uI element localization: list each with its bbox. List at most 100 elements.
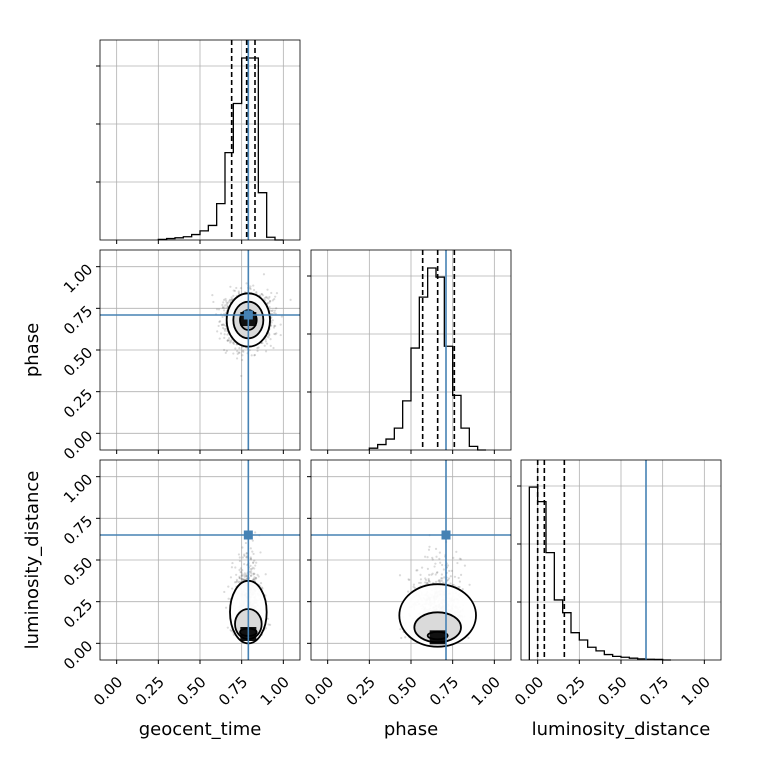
scatter-point <box>231 561 234 565</box>
scatter-point <box>398 574 402 577</box>
scatter-point <box>441 577 444 580</box>
scatter-point <box>238 581 241 584</box>
scatter-point <box>245 556 248 559</box>
scatter-point <box>231 298 234 301</box>
scatter-point <box>266 617 270 620</box>
x-tick-label: 0.00 <box>301 673 337 709</box>
scatter-point <box>249 285 252 288</box>
scatter-point <box>267 297 270 300</box>
panel-luminosity_distance-vs-luminosity_distance: 0.00 0.25 0.50 0.75 1.00 luminosity_distance <box>511 459 722 740</box>
x-tick-label: 0.75 <box>215 673 251 709</box>
scatter-point <box>230 630 233 633</box>
x-tick-label: 0.00 <box>511 673 547 709</box>
scatter-point <box>236 352 239 356</box>
scatter-point <box>408 578 411 582</box>
scatter-point <box>415 569 418 572</box>
scatter-point <box>248 570 252 574</box>
scatter-point <box>215 308 219 311</box>
scatter-point <box>230 298 234 301</box>
scatter-point <box>257 346 260 349</box>
scatter-point <box>259 582 263 585</box>
scatter-point <box>253 576 256 579</box>
scatter-point <box>242 350 245 353</box>
scatter-point <box>419 573 422 576</box>
y-tick-label: 0.00 <box>60 637 96 673</box>
scatter-point <box>235 573 238 576</box>
scatter-point <box>221 303 224 307</box>
scatter-point <box>273 332 276 336</box>
scatter-point <box>427 579 430 583</box>
scatter-point <box>467 636 470 639</box>
x-tick-label: 1.00 <box>678 673 714 709</box>
scatter-point <box>239 567 242 570</box>
scatter-point <box>264 573 267 576</box>
scatter-point <box>227 300 230 303</box>
scatter-point <box>446 578 449 581</box>
scatter-point <box>434 547 438 550</box>
scatter-point <box>433 565 436 568</box>
scatter-point <box>419 581 422 584</box>
scatter-point <box>254 577 257 581</box>
scatter-point <box>257 575 260 578</box>
scatter-point <box>230 296 233 299</box>
scatter-point <box>235 580 238 584</box>
scatter-point <box>273 324 276 328</box>
scatter-point <box>221 315 224 318</box>
scatter-point <box>226 626 229 629</box>
scatter-point <box>240 571 243 574</box>
scatter-point <box>245 552 248 555</box>
scatter-point <box>271 309 274 312</box>
scatter-point <box>238 576 241 579</box>
scatter-point <box>225 349 228 353</box>
scatter-point <box>252 552 255 556</box>
scatter-point <box>243 575 246 578</box>
scatter-point <box>249 556 252 559</box>
scatter-point <box>237 553 241 556</box>
scatter-point <box>269 338 272 341</box>
scatter-point <box>255 561 258 564</box>
scatter-point <box>228 298 232 301</box>
x-tick-label: 0.25 <box>343 673 379 709</box>
scatter-point <box>225 301 228 304</box>
scatter-point <box>227 597 230 600</box>
scatter-point <box>238 568 241 572</box>
scatter-point <box>235 286 238 290</box>
scatter-point <box>441 563 444 567</box>
scatter-point <box>218 320 222 323</box>
panel-content <box>100 460 300 660</box>
scatter-point <box>431 556 434 559</box>
panel-geocent_time-vs-geocent_time <box>96 39 301 244</box>
scatter-point <box>235 580 238 583</box>
x-tick-label: 1.00 <box>468 673 504 709</box>
scatter-point <box>260 292 263 296</box>
scatter-point <box>266 335 269 338</box>
scatter-point <box>428 580 431 583</box>
truth-marker <box>243 310 253 320</box>
scatter-point <box>449 582 452 585</box>
scatter-point <box>241 349 244 352</box>
scatter-point <box>250 570 253 573</box>
scatter-point <box>251 566 254 569</box>
density-peak <box>429 630 446 645</box>
scatter-point <box>461 588 464 591</box>
scatter-point <box>217 324 220 328</box>
scatter-point <box>254 564 257 567</box>
scatter-point <box>248 287 251 290</box>
scatter-point <box>442 581 445 584</box>
scatter-point <box>427 577 430 581</box>
scatter-point <box>259 551 262 554</box>
scatter-point <box>468 583 471 586</box>
scatter-point <box>267 336 270 339</box>
scatter-point <box>260 586 264 589</box>
scatter-point <box>231 341 235 344</box>
scatter-point <box>255 291 258 294</box>
scatter-point <box>439 579 442 582</box>
scatter-point <box>427 548 431 551</box>
scatter-point <box>232 289 235 292</box>
scatter-point <box>431 572 434 575</box>
scatter-point <box>251 578 255 581</box>
scatter-point <box>249 287 252 291</box>
scatter-point <box>436 571 439 574</box>
x-tick-label: 0.25 <box>132 673 168 709</box>
